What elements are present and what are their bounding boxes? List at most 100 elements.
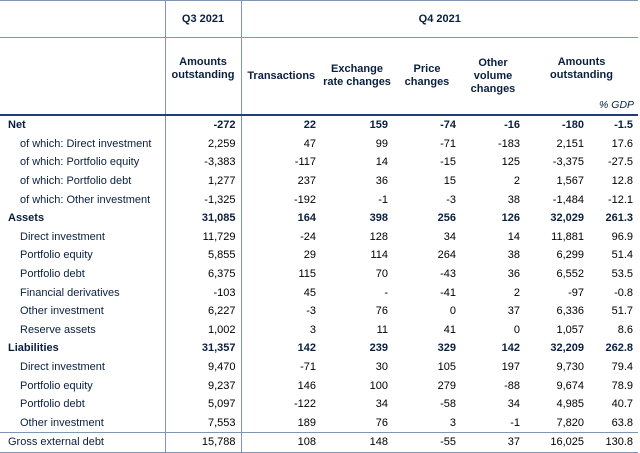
cell-value: 125 [501,156,520,169]
cell-value: 1,057 [556,323,584,336]
cell-value: -1 [510,416,520,429]
cell-value: 31,357 [164,339,241,358]
cell-value: 8.6 [617,323,634,336]
cell-value: -117 [240,153,321,172]
table-row: Portfolio equity 9,237 146 100 279 -88 9,674 78… [0,376,638,395]
cell-value: 38 [507,249,520,262]
table-row: of which: Portfolio debt 1,277 237 36 15 2 1,5… [0,171,638,191]
col-price-changes: Price changes [393,37,461,116]
cell-value: -71 [440,137,456,150]
cell-value: 6,336 [556,305,584,318]
column-header-row: Amounts outstanding Transactions Exchang… [0,37,639,116]
cell-value: -103 [164,283,241,302]
cell-value: 262.8 [605,342,634,355]
cell-value: 5,097 [164,394,241,414]
cell-value: 31,085 [164,208,241,228]
table-row: Gross external debt 15,788 108 148 -55 37 16,0… [0,432,639,453]
cell-value: -97 [568,286,584,299]
cell-value: 279 [437,379,456,392]
cell-value: 53.5 [611,268,634,281]
cell-value: 30 [375,361,388,374]
col-amounts-outstanding-q3: Amounts outstanding [164,37,241,116]
cell-value: 164 [240,208,321,228]
cell-value: 32,209 [550,342,584,355]
cell-value: 40.7 [611,398,634,411]
cell-value: -88 [504,379,520,392]
cell-value: 2,259 [164,134,241,154]
period-q3: Q3 2021 [164,0,241,38]
cell-value: 9,237 [164,376,241,395]
table-row: Other investment 7,553 189 76 3 -1 7,820 63.8 [0,413,638,433]
row-label: of which: Other investment [20,193,151,206]
cell-value: -1,325 [164,190,241,209]
cell-value: 7,820 [556,416,584,429]
cell-value: 45 [240,283,321,302]
gdp-unit-label: % GDP [599,99,635,111]
cell-value: 16,025 [525,432,589,453]
cell-value: 237 [240,171,321,191]
cell-value: 5,855 [164,246,241,265]
cell-value: 1,567 [556,175,584,188]
cell-value: -122 [240,394,321,414]
cell-value: 3 [449,416,456,429]
cell-value: -3,383 [164,153,241,172]
row-label: Portfolio debt [20,398,85,411]
table-row: Other investment 6,227 -3 76 0 37 6,336 51.7 [0,301,638,321]
cell-value: 36 [375,175,388,188]
table-row: Direct investment 9,470 -71 30 105 197 9,730 79… [0,357,638,377]
cell-value: 4,985 [556,398,584,411]
cell-value: 148 [321,432,393,453]
cell-value: 7,553 [164,413,241,433]
cell-value: 76 [375,305,388,318]
cell-value: 22 [240,115,321,135]
row-label: of which: Direct investment [20,137,152,150]
row-label: Other investment [20,305,104,318]
table-row: of which: Direct investment 2,259 47 99 -71 -… [0,134,638,154]
corner-cell [0,0,165,38]
cell-value: 0 [513,323,520,336]
table-row: Assets 31,085 164 398 256 126 32,029 261.3 [0,208,638,228]
row-label: Reserve assets [20,323,96,336]
cell-value: 159 [369,119,388,132]
row-label: Direct investment [20,230,105,243]
row-label: Assets [8,212,45,225]
cell-value: 34 [507,398,520,411]
row-label: Other investment [20,416,104,429]
cell-value: -1,484 [552,193,584,206]
cell-value: 128 [369,230,388,243]
row-label: Gross external debt [0,432,165,453]
cell-value: 105 [437,361,456,374]
cell-value: 261.3 [605,212,634,225]
cell-value: 38 [507,193,520,206]
cell-value: 264 [437,249,456,262]
cell-value: 0 [449,305,456,318]
row-label: Direct investment [20,361,105,374]
cell-value: 9,674 [556,379,584,392]
cell-value: 9,470 [164,357,241,377]
cell-value: 15 [443,175,456,188]
cell-value: 12.8 [611,175,634,188]
cell-value: 130.8 [589,432,639,453]
cell-value: 63.8 [611,416,634,429]
cell-value: 398 [369,212,388,225]
cell-value: -16 [504,119,520,132]
cell-value: 2 [513,286,520,299]
table-row: Portfolio debt 6,375 115 70 -43 36 6,552 53.5 [0,264,638,284]
cell-value: -3 [446,193,456,206]
row-label: of which: Portfolio debt [20,175,132,188]
col-transactions: Transactions [240,37,321,116]
cell-value: - [384,286,388,299]
cell-value: -3,375 [552,156,584,169]
cell-value: -24 [240,227,321,247]
cell-value: -55 [393,432,461,453]
cell-value: 70 [375,268,388,281]
cell-value: -3 [240,301,321,321]
period-q4: Q4 2021 [240,0,639,38]
cell-value: -183 [497,137,520,150]
cell-value: 6,299 [556,249,584,262]
cell-value: 41 [443,323,456,336]
cell-value: -1.5 [614,119,634,132]
cell-value: 2 [513,175,520,188]
